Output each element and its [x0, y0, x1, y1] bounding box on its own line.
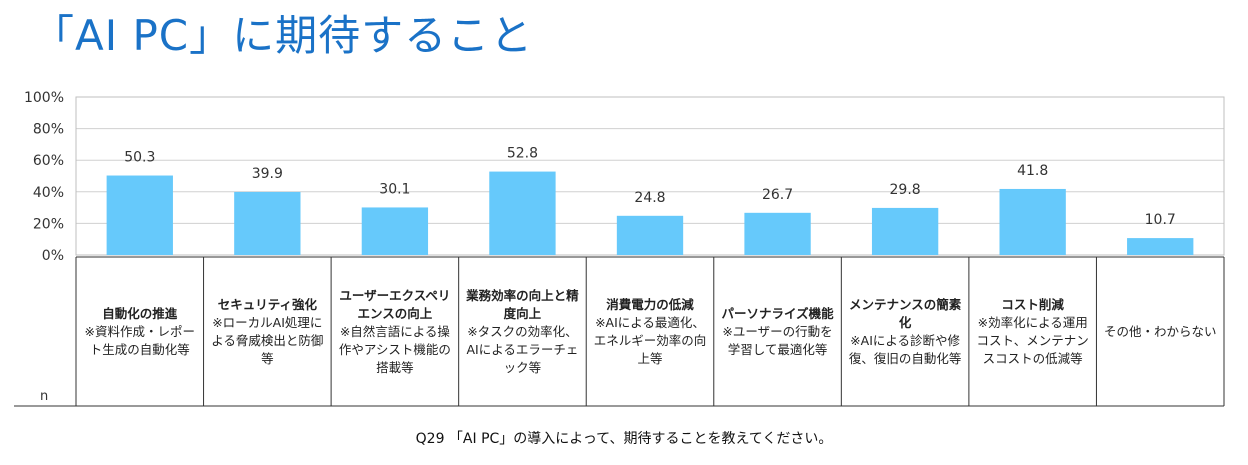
bar [106, 175, 173, 255]
category-cell: 自動化の推進 ※資料作成・レポート生成の自動化等 [76, 258, 204, 406]
data-label: 29.8 [890, 182, 921, 198]
category-heading: 自動化の推進 [102, 306, 178, 321]
category-note: ※AIによる診断や修復、復旧の自動化等 [848, 333, 962, 366]
y-tick-label: 60% [33, 153, 64, 169]
category-note: ※効率化による運用コスト、メンテナンスコストの低減等 [976, 315, 1089, 366]
data-label: 41.8 [1017, 163, 1048, 179]
category-note: ※ユーザーの行動を学習して最適化等 [722, 324, 833, 357]
category-heading: ユーザーエクスペリエンスの向上 [339, 288, 451, 321]
category-cell: メンテナンスの簡素化 ※AIによる診断や修復、復旧の自動化等 [841, 258, 969, 406]
bar [361, 207, 429, 255]
data-label: 24.8 [634, 190, 665, 206]
category-heading: 消費電力の低減 [606, 297, 694, 312]
y-tick-label: 0% [42, 248, 64, 264]
category-cell: パーソナライズ機能 ※ユーザーの行動を学習して最適化等 [714, 258, 842, 406]
bar [1127, 238, 1194, 255]
y-tick-label: 40% [33, 185, 64, 201]
category-heading: 業務効率の向上と精度向上 [466, 288, 579, 321]
category-cell: 業務効率の向上と精度向上 ※タスクの効率化、AIによるエラーチェック等 [459, 258, 587, 406]
category-note: ※資料作成・レポート生成の自動化等 [84, 324, 196, 357]
page-title: 「AI PC」に期待すること [32, 11, 534, 60]
category-cell: その他・わからない [1096, 258, 1224, 406]
bar [489, 171, 556, 255]
bar [616, 215, 684, 255]
bar [999, 188, 1066, 255]
y-tick-label: 80% [33, 122, 64, 138]
data-label: 39.9 [252, 166, 283, 182]
category-cell: セキュリティ強化 ※ローカルAI処理による脅威検出と防御等 [204, 258, 332, 406]
category-heading: パーソナライズ機能 [721, 306, 834, 321]
category-note: ※自然言語による操作やアシスト機能の搭載等 [338, 324, 451, 375]
data-label: 10.7 [1145, 212, 1176, 228]
category-note: ※タスクの効率化、AIによるエラーチェック等 [466, 324, 579, 375]
data-label: 26.7 [762, 187, 793, 203]
data-label: 52.8 [507, 146, 538, 162]
category-cell: 消費電力の低減 ※AIによる最適化、エネルギー効率の向上等 [586, 258, 714, 406]
category-note: ※AIによる最適化、エネルギー効率の向上等 [593, 315, 707, 366]
bar [744, 212, 811, 255]
bar [871, 207, 939, 255]
bar [234, 191, 301, 255]
category-heading: メンテナンスの簡素化 [848, 297, 962, 330]
question-caption: Q29 「AI PC」の導入によって、期待することを教えてください。 [415, 431, 833, 447]
y-tick-label: 20% [33, 216, 64, 232]
category-heading: セキュリティ強化 [217, 297, 317, 312]
category-heading: コスト削減 [1001, 297, 1064, 312]
category-note: その他・わからない [1103, 324, 1217, 339]
data-label: 50.3 [124, 150, 155, 166]
category-note: ※ローカルAI処理による脅威検出と防御等 [211, 315, 324, 366]
category-cell: コスト削減 ※効率化による運用コスト、メンテナンスコストの低減等 [969, 258, 1097, 406]
category-cell: ユーザーエクスペリエンスの向上 ※自然言語による操作やアシスト機能の搭載等 [331, 258, 459, 406]
data-label: 30.1 [379, 181, 410, 197]
y-tick-label: 100% [24, 90, 64, 106]
n-label: n [40, 389, 49, 404]
